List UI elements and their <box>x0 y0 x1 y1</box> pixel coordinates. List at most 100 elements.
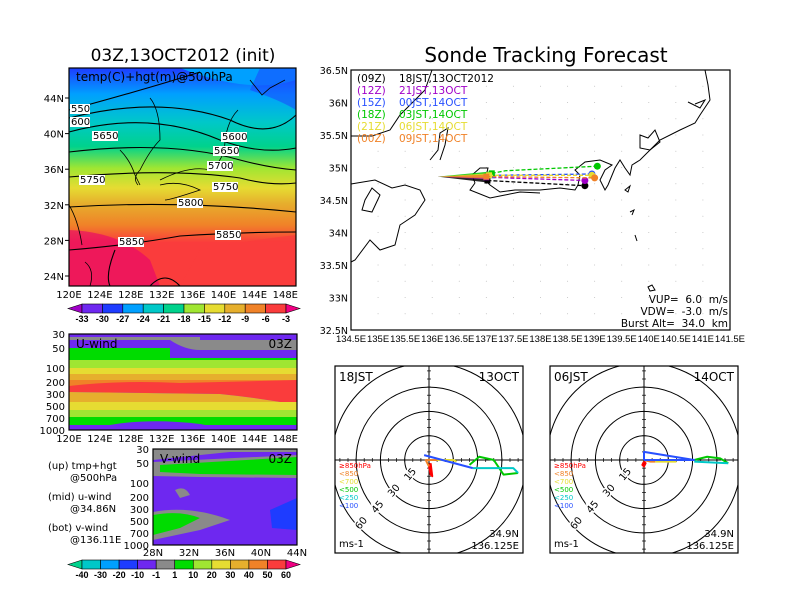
grid-dot <box>702 248 704 250</box>
grid-dot <box>594 85 596 87</box>
grid-dot <box>458 183 460 185</box>
ascent-path <box>437 174 487 179</box>
track-legend: (09Z) 18JST,13OCT2012 (12Z) 21JST,13OCT (15Z… <box>357 73 494 145</box>
grid-dot <box>702 183 704 185</box>
grid-dot <box>675 118 677 120</box>
hodograph-date: 14OCT <box>694 370 735 384</box>
grid-dot <box>675 313 677 315</box>
lat-tick-label: 33N <box>329 294 348 305</box>
landing-marker <box>593 162 601 170</box>
descent-path <box>487 179 585 187</box>
lat-tick-label: 44N <box>44 94 64 105</box>
grid-dot <box>458 85 460 87</box>
panel-notes: (up) tmp+hgt @500hPa (mid) u-wind @34.86… <box>48 461 121 546</box>
colorbar-label: -20 <box>113 570 126 580</box>
left-lon-ticks: 120E 124E 128E 132E 136E 140E 144E 148E <box>56 290 298 301</box>
colorbar-label: -12 <box>218 314 231 324</box>
hodograph-trace <box>693 455 729 465</box>
grid-dot <box>621 232 623 233</box>
descent-path <box>486 176 585 182</box>
lon-tick-label: 120E <box>56 290 81 301</box>
hodograph-lon: 136.125E <box>686 541 734 552</box>
colorbar-label: 60 <box>281 570 291 580</box>
grid-dot <box>539 215 541 217</box>
pressure-tick-label: 200 <box>130 493 149 504</box>
track-legend-time: 18JST,13OCT2012 <box>399 73 494 85</box>
grid-dot <box>431 232 433 233</box>
colorbar-segment <box>265 303 287 314</box>
grid-dot <box>431 167 433 168</box>
grid-dot <box>621 183 623 185</box>
grid-dot <box>485 248 487 250</box>
lon-tick-label: 136.5E <box>444 334 474 345</box>
svg-text:600: 600 <box>71 117 90 128</box>
grid-dot <box>621 215 623 217</box>
hodograph-frame <box>549 365 739 554</box>
lon-tick-label: 139.5E <box>607 334 637 345</box>
grid-dot <box>404 150 406 152</box>
track-legend-time: 09JST,14OCT <box>399 133 468 145</box>
param-vup: VUP= 6.0 m/s <box>649 294 728 306</box>
grid-dot <box>431 118 433 120</box>
lat-tick-label: 44N <box>287 548 307 559</box>
map-label: temp(C)+hgt(m)@500hPa <box>76 70 233 84</box>
right-lat-ticks: 36.5N 36N 35.5N 35N 34.5N 34N 33.5N 33N 32.5N <box>320 66 348 337</box>
colorbar-segment <box>192 559 213 570</box>
grid-dot <box>512 167 514 168</box>
lon-tick-label: 137.5E <box>498 334 528 345</box>
colorbar-segment <box>155 559 176 570</box>
grid-dot <box>675 248 677 250</box>
svg-text:5800: 5800 <box>178 198 203 209</box>
grid-dot <box>621 85 623 87</box>
landing-marker <box>591 174 599 182</box>
grid-dot <box>404 232 406 233</box>
lon-tick-label: 120E <box>56 434 81 445</box>
colorbar-segment <box>248 559 268 570</box>
svg-text:5650: 5650 <box>214 146 239 157</box>
grid-dot <box>621 118 623 120</box>
hodograph-legend-item: <250 <box>554 494 573 502</box>
hodograph-date: 13OCT <box>479 370 520 384</box>
hodograph-units: ms-1 <box>554 539 579 550</box>
grid-dot <box>485 297 487 298</box>
grid-dot <box>567 215 569 217</box>
lat-tick-label: 36.5N <box>320 66 348 77</box>
grid-dot <box>485 232 487 233</box>
map-500hpa: 550 600 5650 5600 5650 5700 5750 5750 58… <box>68 67 297 287</box>
lat-tick-label: 34.5N <box>320 196 348 207</box>
grid-dot <box>431 150 433 152</box>
grid-dot <box>648 248 650 250</box>
lon-tick-label: 124E <box>87 434 112 445</box>
hodograph-time: 06JST <box>554 370 588 384</box>
landing-marker <box>581 182 589 190</box>
right-lon-ticks: 134.5E 135E 135.5E 136E 136.5E 137E 137.5E 138E… <box>336 334 745 345</box>
grid-dot <box>431 134 433 136</box>
grid-dot <box>621 134 623 136</box>
colorbar-label: -33 <box>75 314 88 324</box>
colorbar-label: 1 <box>172 570 177 580</box>
grid-dot <box>702 134 704 136</box>
colorbar-segment <box>81 559 101 570</box>
temp-colorbar: -33 -30 -27 -24 -21 -18 -15 -12 -9 -6 -3 <box>67 303 301 324</box>
lon-tick-label: 128E <box>118 290 143 301</box>
grid-dot <box>458 215 460 217</box>
pressure-tick-label: 200 <box>46 378 65 389</box>
right-title: Sonde Tracking Forecast <box>424 43 667 67</box>
grid-dot <box>675 199 677 201</box>
coastlines <box>350 69 711 292</box>
grid-dot <box>458 134 460 136</box>
hodograph-legend-item: <100 <box>554 502 573 510</box>
note-up-2: @500hPa <box>70 473 117 484</box>
hodograph-legend-item: <850 <box>554 470 573 478</box>
flight-params: VUP= 6.0 m/s VDW= -3.0 m/s Burst Alt= 34… <box>621 294 728 330</box>
grid-dot <box>621 102 623 103</box>
grid-dot <box>431 264 433 266</box>
param-vdw: VDW= -3.0 m/s <box>640 306 728 318</box>
hodograph-legend-item: <850 <box>339 470 358 478</box>
grid-dot <box>539 313 541 315</box>
pressure-tick-label: 300 <box>130 505 149 516</box>
hodograph-time: 18JST <box>339 370 373 384</box>
grid-dot <box>458 280 460 282</box>
